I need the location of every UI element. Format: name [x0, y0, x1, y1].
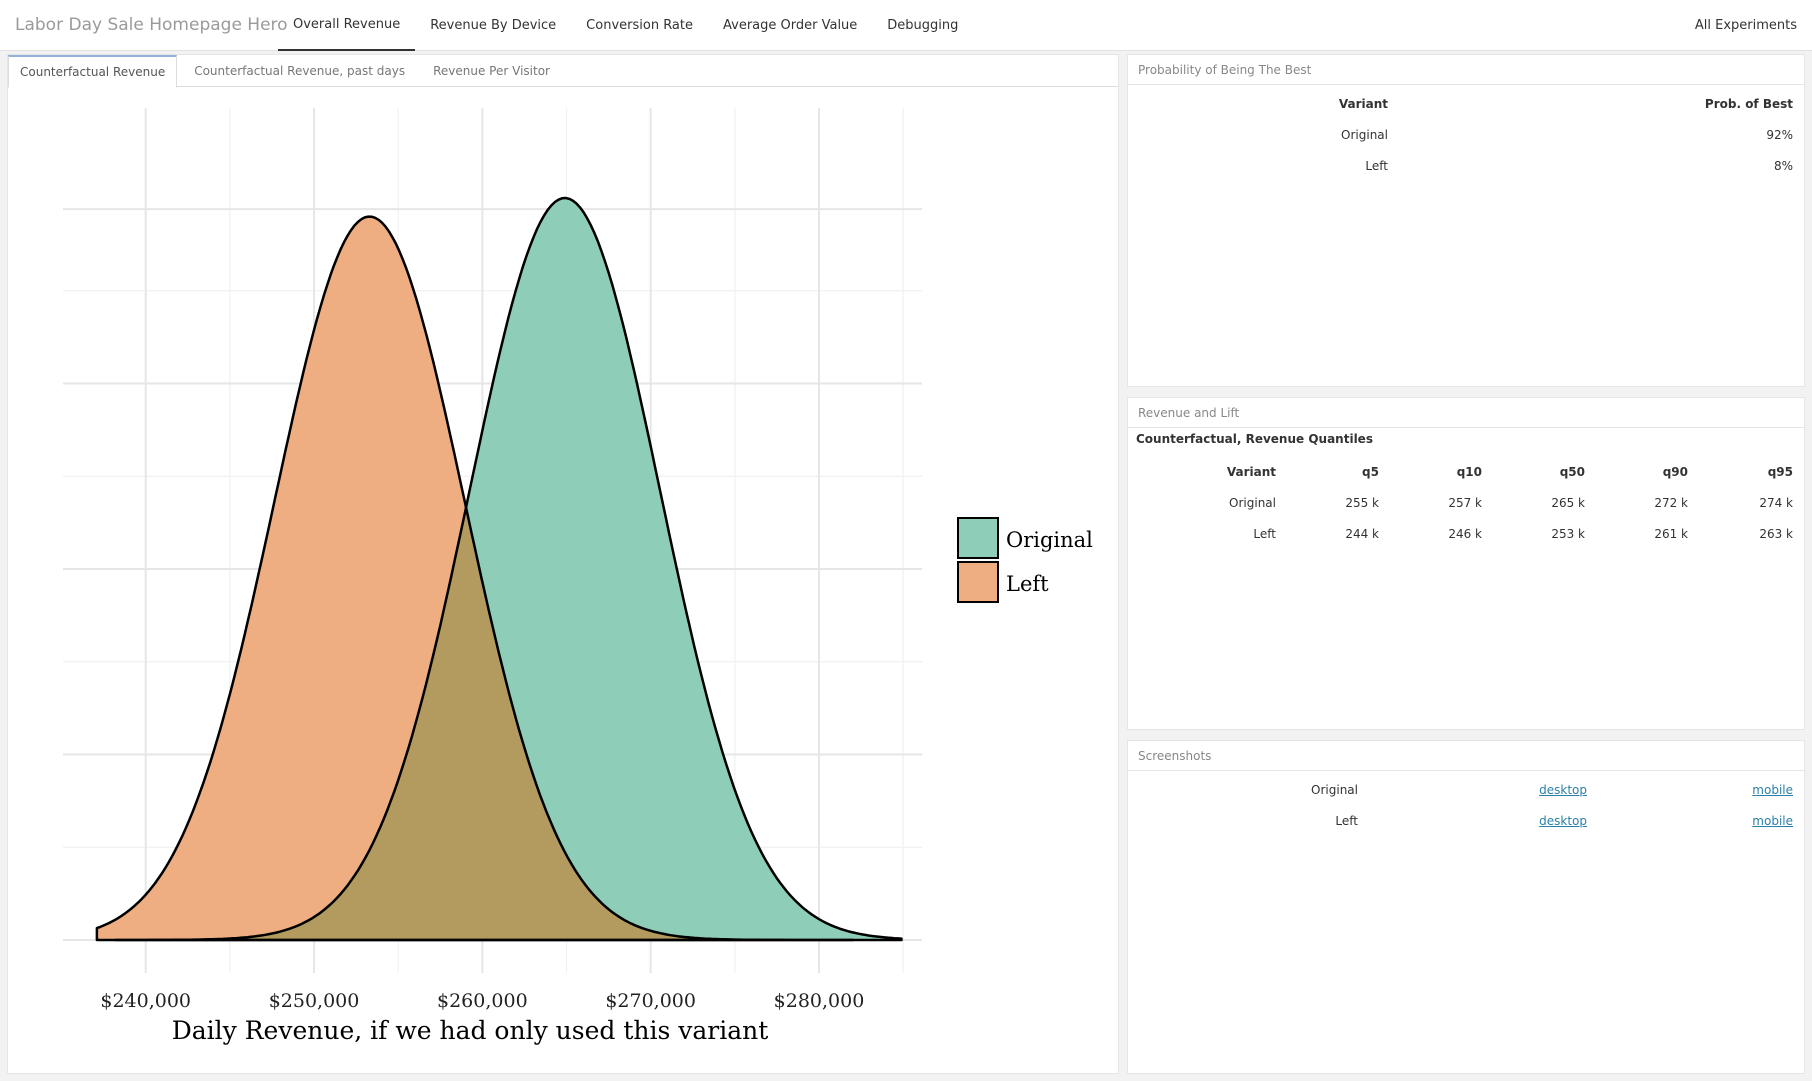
x-tick-label: $240,000 [100, 990, 191, 1012]
q90-cell: 261 k [1654, 526, 1688, 541]
screenshots-panel: Screenshots Original desktop mobile Left… [1127, 740, 1805, 1074]
table-header-row: Variant Prob. of Best [1128, 88, 1793, 119]
col-q90: q90 [1662, 464, 1688, 479]
col-q95: q95 [1767, 464, 1793, 479]
subtab-counterfactual-revenue-past-days[interactable]: Counterfactual Revenue, past days [194, 64, 406, 78]
tab-overall-revenue[interactable]: Overall Revenue [278, 0, 416, 51]
q95-cell: 263 k [1759, 526, 1793, 541]
original-mobile-link[interactable]: mobile [1752, 782, 1793, 797]
screenshots-header: Screenshots [1128, 741, 1804, 771]
x-axis-label: Daily Revenue, if we had only used this … [172, 1016, 769, 1045]
density-line-original [114, 196, 903, 942]
density-area-original [115, 198, 902, 940]
chart-sub-tabs: Counterfactual Revenue Counterfactual Re… [8, 55, 1118, 88]
variant-cell: Original [1341, 127, 1388, 142]
q10-cell: 246 k [1448, 526, 1482, 541]
revenue-density-chart: $240,000 $250,000 $260,000 $270,000 $280,000… [63, 108, 1093, 1045]
q95-cell: 274 k [1759, 495, 1793, 510]
chart-legend: Original Left [957, 517, 1093, 603]
col-q10: q10 [1456, 464, 1482, 479]
legend-label-left: Left [1006, 572, 1049, 596]
col-variant: Variant [1338, 96, 1388, 111]
col-q5: q5 [1362, 464, 1379, 479]
subtab-revenue-per-visitor[interactable]: Revenue Per Visitor [433, 64, 550, 78]
table-row: Original desktop mobile [1128, 774, 1793, 805]
top-navbar: Labor Day Sale Homepage Hero Overall Rev… [0, 0, 1812, 51]
table-row: Original 92% [1128, 119, 1793, 150]
original-desktop-link[interactable]: desktop [1539, 782, 1587, 797]
prob-cell: 8% [1773, 158, 1793, 173]
table-row: Left 8% [1128, 150, 1793, 181]
q50-cell: 253 k [1551, 526, 1585, 541]
legend-swatch-left [957, 561, 999, 603]
q90-cell: 272 k [1654, 495, 1688, 510]
nav-tabs: Overall Revenue Revenue By Device Conver… [278, 0, 973, 51]
variant-cell: Left [1365, 158, 1388, 173]
table-row: Original 255 k 257 k 265 k 272 k 274 k [1128, 487, 1793, 518]
x-tick-label: $280,000 [774, 990, 865, 1012]
subtab-counterfactual-revenue[interactable]: Counterfactual Revenue [8, 55, 178, 88]
q50-cell: 265 k [1551, 495, 1585, 510]
revenue-quantiles-table: Variant q5 q10 q50 q90 q95 Original 255 … [1128, 456, 1793, 549]
tab-debugging[interactable]: Debugging [887, 17, 959, 33]
prob-cell: 92% [1766, 127, 1793, 142]
prob-best-header: Probability of Being The Best [1128, 55, 1804, 85]
all-experiments-link[interactable]: All Experiments [1694, 17, 1797, 33]
q10-cell: 257 k [1448, 495, 1482, 510]
table-header-row: Variant q5 q10 q50 q90 q95 [1128, 456, 1793, 487]
tab-revenue-by-device[interactable]: Revenue By Device [430, 17, 557, 33]
chart-panel: Counterfactual Revenue Counterfactual Re… [7, 54, 1119, 1074]
variant-cell: Left [1335, 813, 1358, 828]
revenue-lift-header: Revenue and Lift [1128, 398, 1804, 428]
screenshots-table: Original desktop mobile Left desktop mob… [1128, 774, 1793, 836]
variant-cell: Left [1253, 526, 1276, 541]
revenue-lift-panel: Revenue and Lift Counterfactual, Revenue… [1127, 397, 1805, 730]
q5-cell: 255 k [1345, 495, 1379, 510]
tab-average-order-value[interactable]: Average Order Value [723, 17, 858, 33]
left-mobile-link[interactable]: mobile [1752, 813, 1793, 828]
table-row: Left desktop mobile [1128, 805, 1793, 836]
revenue-lift-subheader: Counterfactual, Revenue Quantiles [1136, 432, 1373, 446]
x-axis-tick-labels: $240,000 $250,000 $260,000 $270,000 $280,000 [100, 990, 864, 1012]
legend-swatch-original [957, 517, 999, 559]
legend-label-original: Original [1006, 528, 1093, 552]
x-tick-label: $260,000 [437, 990, 528, 1012]
q5-cell: 244 k [1345, 526, 1379, 541]
variant-cell: Original [1229, 495, 1276, 510]
x-tick-label: $270,000 [605, 990, 696, 1012]
table-row: Left 244 k 246 k 253 k 261 k 263 k [1128, 518, 1793, 549]
x-tick-label: $250,000 [269, 990, 360, 1012]
prob-best-panel: Probability of Being The Best Variant Pr… [1127, 54, 1805, 387]
tab-conversion-rate[interactable]: Conversion Rate [586, 17, 693, 33]
col-variant: Variant [1226, 464, 1276, 479]
density-line-left [95, 215, 854, 942]
left-desktop-link[interactable]: desktop [1539, 813, 1587, 828]
col-q50: q50 [1559, 464, 1585, 479]
col-prob-best: Prob. of Best [1704, 96, 1793, 111]
variant-cell: Original [1311, 782, 1358, 797]
prob-best-table: Variant Prob. of Best Original 92% Left … [1128, 88, 1793, 181]
app-title[interactable]: Labor Day Sale Homepage Hero [15, 15, 288, 35]
